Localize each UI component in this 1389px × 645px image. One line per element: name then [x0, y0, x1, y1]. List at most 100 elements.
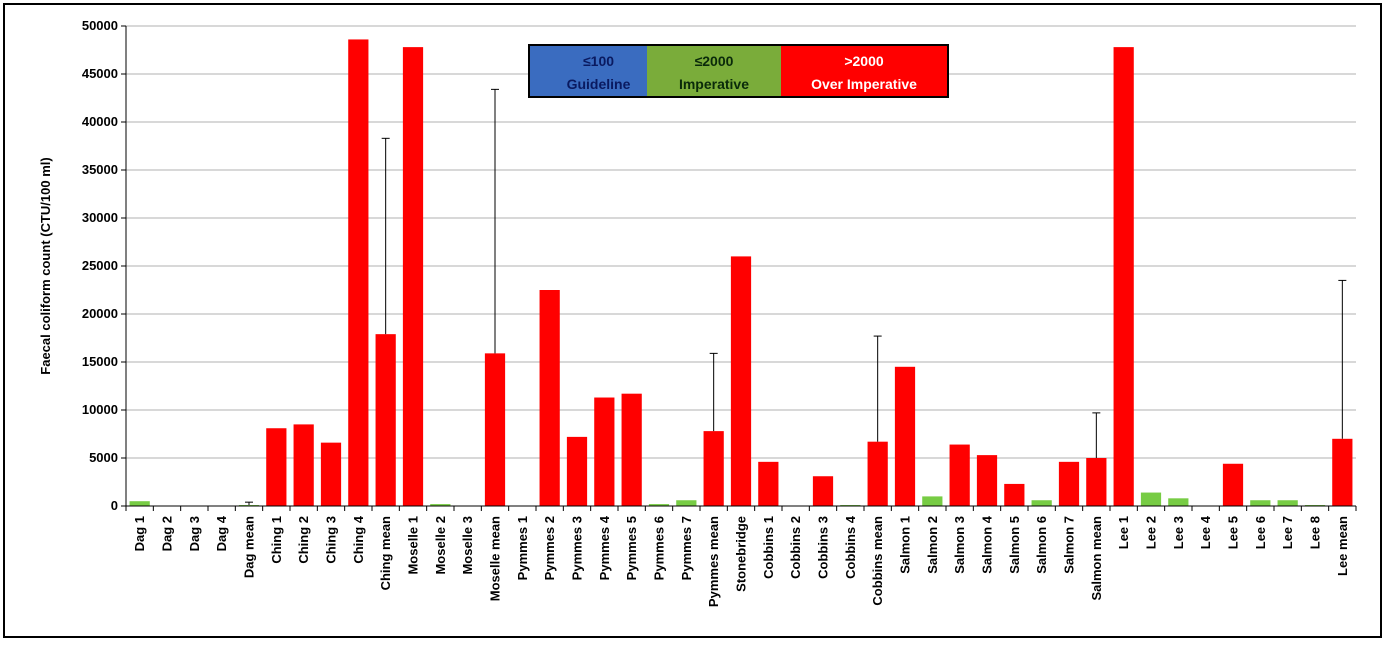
x-tick-label: Lee 3: [1171, 516, 1186, 549]
bar: [566, 436, 588, 506]
bar: [949, 444, 970, 506]
x-tick-label: Pymmes 1: [515, 516, 530, 580]
legend: ≤100 Guideline ≤2000 Imperative >2000 Over Im…: [528, 44, 949, 98]
x-tick-label: Pymmes 4: [597, 515, 612, 580]
x-tick-label: Ching mean: [378, 516, 393, 590]
legend-range-label: >2000: [844, 53, 884, 69]
y-tick-label: 0: [111, 498, 118, 513]
x-tick-label: Dag 3: [187, 516, 202, 551]
bar: [621, 393, 642, 506]
x-tick-label: Dag 1: [132, 516, 147, 551]
x-tick-label: Moselle 1: [406, 516, 421, 575]
bar: [293, 424, 314, 506]
x-tick-label: Lee 1: [1116, 516, 1131, 549]
bar: [730, 256, 752, 506]
legend-swatch: [781, 46, 947, 96]
bar: [430, 504, 451, 506]
x-tick-label: Dag mean: [242, 516, 257, 578]
bar: [1113, 47, 1134, 507]
x-tick-label: Pymmes 7: [679, 516, 694, 580]
x-tick-label: Lee 2: [1144, 516, 1159, 549]
bar: [1277, 500, 1298, 506]
x-tick-label: Cobbins 3: [816, 516, 831, 579]
x-tick-label: Salmon 1: [898, 516, 913, 574]
x-tick-label: Pymmes mean: [706, 516, 721, 607]
bar: [703, 431, 724, 506]
x-tick-label: Salmon 3: [952, 516, 967, 574]
bar: [1058, 461, 1080, 506]
bars: [129, 39, 1353, 507]
y-tick-labels: 0 5000 10000 15000 20000 25000 30000 35000 40000…: [82, 18, 118, 513]
bar: [922, 496, 943, 506]
error-bars: [245, 88, 1347, 506]
x-tick-label: Lee 8: [1308, 516, 1323, 549]
x-tick-label: Salmon 6: [1034, 516, 1049, 574]
x-tick-label: Stonebridge: [734, 516, 749, 592]
legend-swatch: [530, 46, 647, 96]
bar: [758, 461, 779, 506]
y-tick-label: 15000: [82, 354, 118, 369]
x-tick-label: Moselle 3: [460, 516, 475, 575]
x-tick-label: Lee mean: [1335, 516, 1350, 576]
bar: [648, 504, 670, 506]
bar: [812, 476, 834, 506]
x-tick-label: Pymmes 2: [542, 516, 557, 580]
bar: [320, 442, 342, 506]
bar: [1031, 500, 1052, 506]
bar: [1222, 463, 1244, 506]
bar: [1004, 483, 1025, 506]
x-tick-label: Dag 4: [214, 515, 229, 551]
x-tick-label: Ching 2: [296, 516, 311, 564]
y-tick-label: 35000: [82, 162, 118, 177]
y-axis-label: Faecal coliform count (CTU/100 ml): [38, 157, 53, 374]
bar: [894, 366, 916, 506]
bar: [129, 501, 150, 506]
y-tick-label: 25000: [82, 258, 118, 273]
x-tick-label: Cobbins 4: [843, 515, 858, 579]
bar: [484, 353, 506, 506]
bar: [867, 441, 888, 506]
bar: [266, 428, 287, 506]
y-tick-label: 5000: [89, 450, 118, 465]
y-tick-label: 10000: [82, 402, 118, 417]
legend-range-label: ≤100: [583, 53, 614, 69]
y-tick-label: 50000: [82, 18, 118, 33]
axes: [125, 26, 1356, 507]
x-tick-label: Cobbins mean: [870, 516, 885, 606]
x-tick-label: Lee 5: [1226, 516, 1241, 549]
x-tick-label: Pymmes 5: [624, 516, 639, 580]
bar: [676, 500, 697, 506]
y-tick-label: 45000: [82, 66, 118, 81]
x-tick-label: Salmon mean: [1089, 516, 1104, 601]
gridlines: [121, 25, 1356, 507]
x-tick-label: Lee 6: [1253, 516, 1268, 549]
x-tick-label: Lee 7: [1280, 516, 1295, 549]
bar: [375, 334, 396, 506]
x-tick-label: Ching 3: [324, 516, 339, 564]
legend-range-label: ≤2000: [695, 53, 734, 69]
legend-swatch: [647, 46, 781, 96]
x-tick-label: Salmon 4: [980, 515, 995, 574]
x-tick-label: Pymmes 6: [652, 516, 667, 580]
x-tick-label: Ching 4: [351, 515, 366, 563]
x-tick-label: Salmon 7: [1062, 516, 1077, 574]
x-tick-label: Moselle 2: [433, 516, 448, 575]
bar: [1250, 500, 1271, 506]
x-tick-label: Ching 1: [269, 516, 284, 564]
y-tick-label: 30000: [82, 210, 118, 225]
bar: [1168, 498, 1189, 506]
bar: [402, 47, 424, 507]
bar: [348, 39, 369, 506]
bar: [594, 397, 615, 506]
x-tick-label: Moselle mean: [488, 516, 503, 601]
legend-category-label: Imperative: [679, 76, 749, 92]
x-tick-label: Salmon 2: [925, 516, 940, 574]
legend-category-label: Over Imperative: [811, 76, 917, 92]
bar: [1140, 492, 1162, 506]
x-tick-label: Salmon 5: [1007, 516, 1022, 574]
bar: [976, 455, 998, 506]
x-tick-label: Dag 2: [160, 516, 175, 551]
x-tick-label: Pymmes 3: [570, 516, 585, 580]
x-tick-label: Cobbins 2: [788, 516, 803, 579]
